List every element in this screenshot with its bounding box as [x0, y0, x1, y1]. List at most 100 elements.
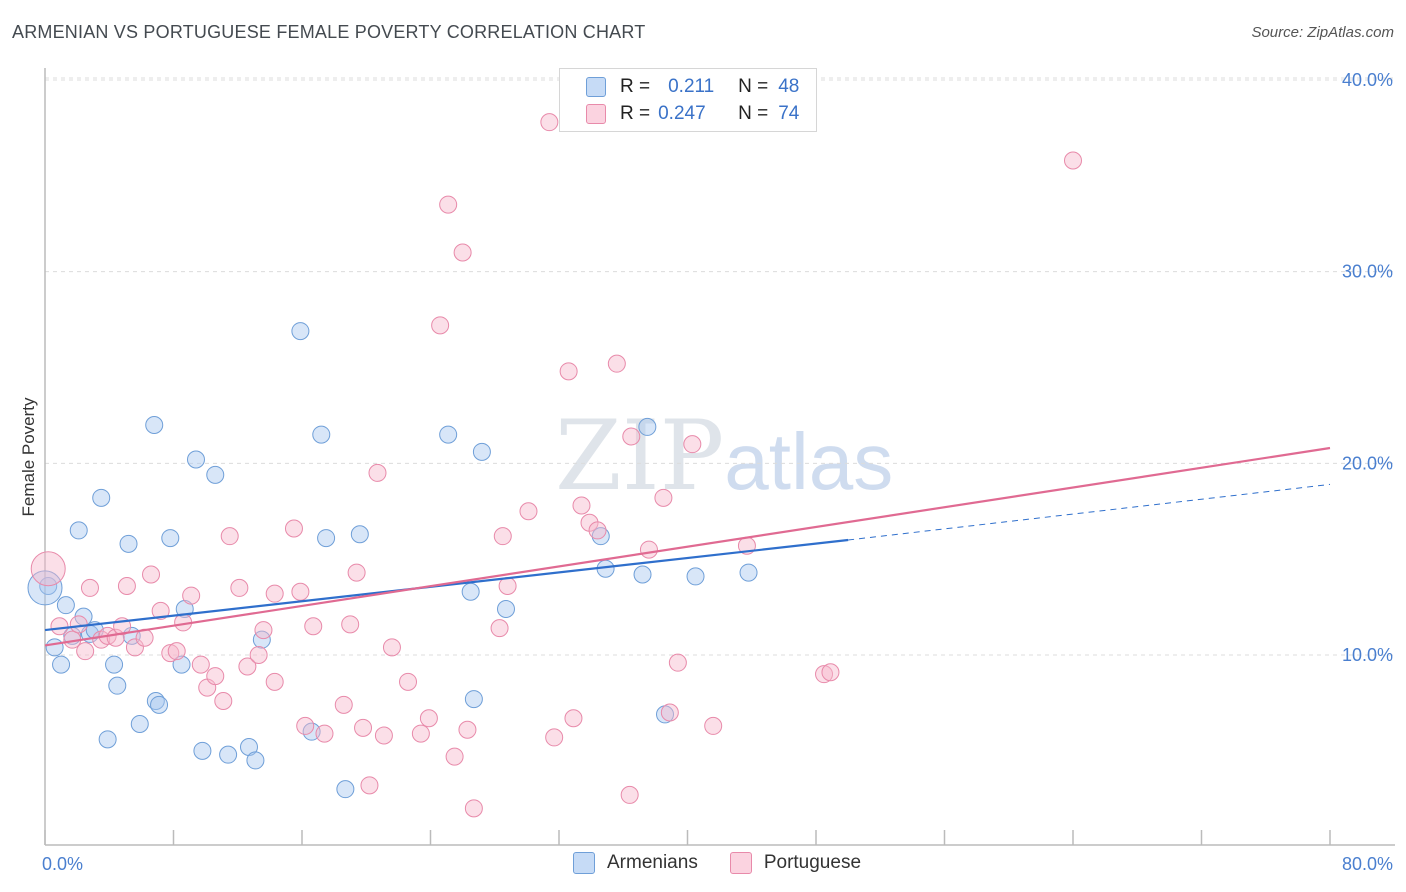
point-armenians [246, 751, 265, 770]
point-portuguese [815, 665, 834, 684]
legend-r-label: R = [620, 76, 651, 97]
point-portuguese [80, 578, 99, 597]
point-armenians [317, 529, 336, 548]
point-armenians [291, 322, 310, 341]
point-portuguese [419, 709, 438, 728]
grid [45, 77, 1395, 656]
legend-swatch-armenians [573, 852, 595, 874]
point-portuguese [265, 584, 284, 603]
point-armenians [161, 529, 180, 548]
point-portuguese [254, 621, 273, 640]
legend-n-label: N = [738, 76, 769, 97]
tick-labels: 10.0% 20.0% 30.0% 40.0% 0.0% 80.0% Female Pove… [19, 70, 1393, 874]
point-portuguese [445, 747, 464, 766]
point-armenians [638, 417, 657, 436]
point-armenians [92, 488, 111, 507]
legend-n-value: 74 [778, 103, 800, 124]
point-portuguese [125, 638, 144, 657]
source-label: Source: ZipAtlas.com [1251, 24, 1394, 41]
point-portuguese [206, 667, 225, 686]
x-tick-label-min: 0.0% [42, 854, 83, 874]
point-armenians [350, 525, 369, 544]
point-portuguese [453, 243, 472, 262]
point-armenians [633, 565, 652, 584]
point-armenians [206, 465, 225, 484]
trend-extension-armenians [848, 483, 1331, 541]
point-portuguese [334, 695, 353, 714]
point-portuguese [368, 463, 387, 482]
legend-r-label: R = [620, 103, 651, 124]
point-portuguese [220, 527, 239, 546]
points [27, 113, 1082, 818]
point-armenians [591, 527, 610, 546]
point-armenians [439, 425, 458, 444]
point-portuguese [559, 362, 578, 381]
point-portuguese [493, 527, 512, 546]
point-portuguese [230, 578, 249, 597]
legend-item-portuguese: Portuguese [729, 852, 861, 874]
point-portuguese [382, 638, 401, 657]
point-portuguese [76, 642, 95, 661]
trend-line-portuguese [44, 446, 1331, 647]
legend-row-portuguese: R = 0.247 N = 74 [586, 102, 799, 126]
point-portuguese [354, 718, 373, 737]
point-portuguese [660, 703, 679, 722]
point-portuguese [360, 776, 379, 795]
point-portuguese [117, 577, 136, 595]
point-armenians [108, 676, 127, 695]
point-armenians [45, 638, 64, 657]
point-armenians [252, 630, 271, 649]
point-portuguese [167, 642, 186, 661]
point-portuguese [191, 655, 210, 674]
point-portuguese [291, 582, 310, 601]
point-portuguese [182, 586, 201, 605]
point-portuguese [161, 644, 180, 663]
legend-swatch-portuguese [586, 104, 606, 124]
point-armenians [686, 567, 705, 586]
point-armenians [119, 534, 138, 553]
point-portuguese [411, 724, 430, 743]
legend-swatch-armenians [586, 77, 606, 97]
point-portuguese [439, 195, 458, 214]
point-portuguese [399, 672, 418, 691]
point-armenians [150, 695, 169, 714]
point-portuguese [639, 540, 658, 559]
y-axis-title: Female Poverty [19, 397, 38, 517]
legend-r-value: 0.211 [668, 76, 715, 97]
point-armenians [496, 600, 515, 618]
point-portuguese [30, 551, 66, 587]
series-legend: Armenians Portuguese [573, 852, 893, 874]
point-armenians [336, 780, 355, 799]
point-portuguese [347, 563, 366, 582]
point-armenians [193, 741, 212, 760]
point-portuguese [490, 619, 509, 638]
point-portuguese [821, 663, 840, 682]
point-armenians [461, 582, 480, 601]
point-armenians [69, 521, 88, 540]
point-portuguese [458, 720, 477, 739]
point-armenians [130, 715, 149, 733]
point-armenians [739, 563, 758, 582]
point-portuguese [607, 354, 626, 373]
point-portuguese [265, 672, 284, 691]
y-tick-label: 30.0% [1342, 262, 1393, 282]
point-armenians [186, 450, 205, 469]
point-portuguese [304, 617, 323, 636]
point-portuguese [284, 519, 303, 538]
point-armenians [464, 690, 483, 709]
point-portuguese [704, 716, 723, 735]
legend-n-label: N = [738, 103, 769, 124]
point-portuguese [498, 577, 517, 595]
point-portuguese [464, 799, 483, 818]
point-portuguese [374, 726, 393, 745]
point-armenians [312, 425, 331, 444]
point-portuguese [622, 427, 641, 446]
y-tick-label: 40.0% [1342, 70, 1393, 90]
y-tick-label: 10.0% [1342, 645, 1393, 665]
stats-legend: R = 0.211 N = 48 R = 0.247 N = 74 [559, 68, 817, 132]
legend-label-armenians: Armenians [607, 852, 698, 873]
axes [44, 68, 1395, 846]
point-portuguese [588, 521, 607, 540]
point-portuguese [296, 716, 315, 735]
